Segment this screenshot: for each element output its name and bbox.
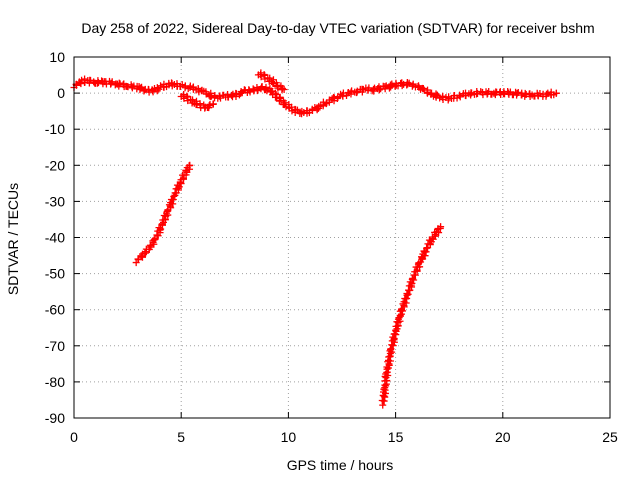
data-layer [70,69,560,409]
y-tick-label: -40 [45,230,65,246]
series-arc5 [378,223,445,409]
y-tick-label: -50 [45,266,65,282]
x-tick-label: 15 [388,429,404,445]
series-arc2-markers [177,91,217,112]
series-arc3 [254,69,288,94]
y-tick-label: -70 [45,338,65,354]
series-arc1 [70,75,560,118]
series-arc5-markers [378,223,445,409]
y-tick-label: -30 [45,193,65,209]
x-axis-label: GPS time / hours [287,457,394,473]
series-arc3-markers [254,69,288,94]
y-tick-label: -20 [45,157,65,173]
series-arc2 [177,91,217,112]
y-tick-label: -80 [45,374,65,390]
x-tick-label: 0 [70,429,78,445]
y-tick-label: -60 [45,302,65,318]
y-tick-label: 10 [49,49,65,65]
x-tick-label: 10 [281,429,297,445]
y-tick-label: -10 [45,121,65,137]
axis-layer: 0 5 10 15 20 25 10 0 -10 -20 -30 -40 -50 -60 -70 -80 -90 [45,49,618,445]
y-tick-label: -90 [45,410,65,426]
x-tick-label: 20 [495,429,511,445]
chart-title: Day 258 of 2022, Sidereal Day-to-day VTE… [81,20,594,36]
x-tick-label: 5 [177,429,185,445]
x-tick-label: 25 [602,429,618,445]
series-arc4-markers [132,161,194,267]
series-arc1-markers [70,75,560,118]
y-axis-label: SDTVAR / TECUs [5,183,21,295]
series-arc4 [132,161,194,267]
y-tick-label: 0 [57,85,65,101]
